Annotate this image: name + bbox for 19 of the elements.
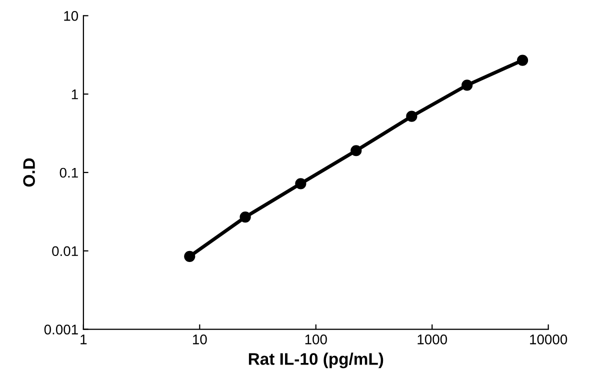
x-axis-title: Rat IL-10 (pg/mL): [248, 352, 384, 368]
point: [295, 178, 306, 190]
point: [462, 80, 473, 91]
y-tick-label: 0.1: [60, 168, 78, 178]
point: [406, 110, 418, 122]
x-tick-label: 10: [192, 334, 207, 344]
x-tick-label: 1000: [418, 334, 448, 344]
point: [516, 54, 528, 66]
y-axis-title: O.D: [23, 158, 35, 187]
x-tick-label: 10000: [530, 334, 568, 344]
x-tick-label: 100: [305, 334, 327, 344]
point: [350, 145, 362, 156]
y-tick-label: 1: [72, 90, 78, 100]
y-tick-label: 10: [64, 11, 78, 21]
x-tick-label: 1: [80, 334, 87, 344]
point: [184, 250, 196, 262]
y-tick-label: 0.01: [52, 246, 78, 256]
y-tick-label: 0.001: [44, 324, 78, 334]
point: [240, 212, 251, 223]
